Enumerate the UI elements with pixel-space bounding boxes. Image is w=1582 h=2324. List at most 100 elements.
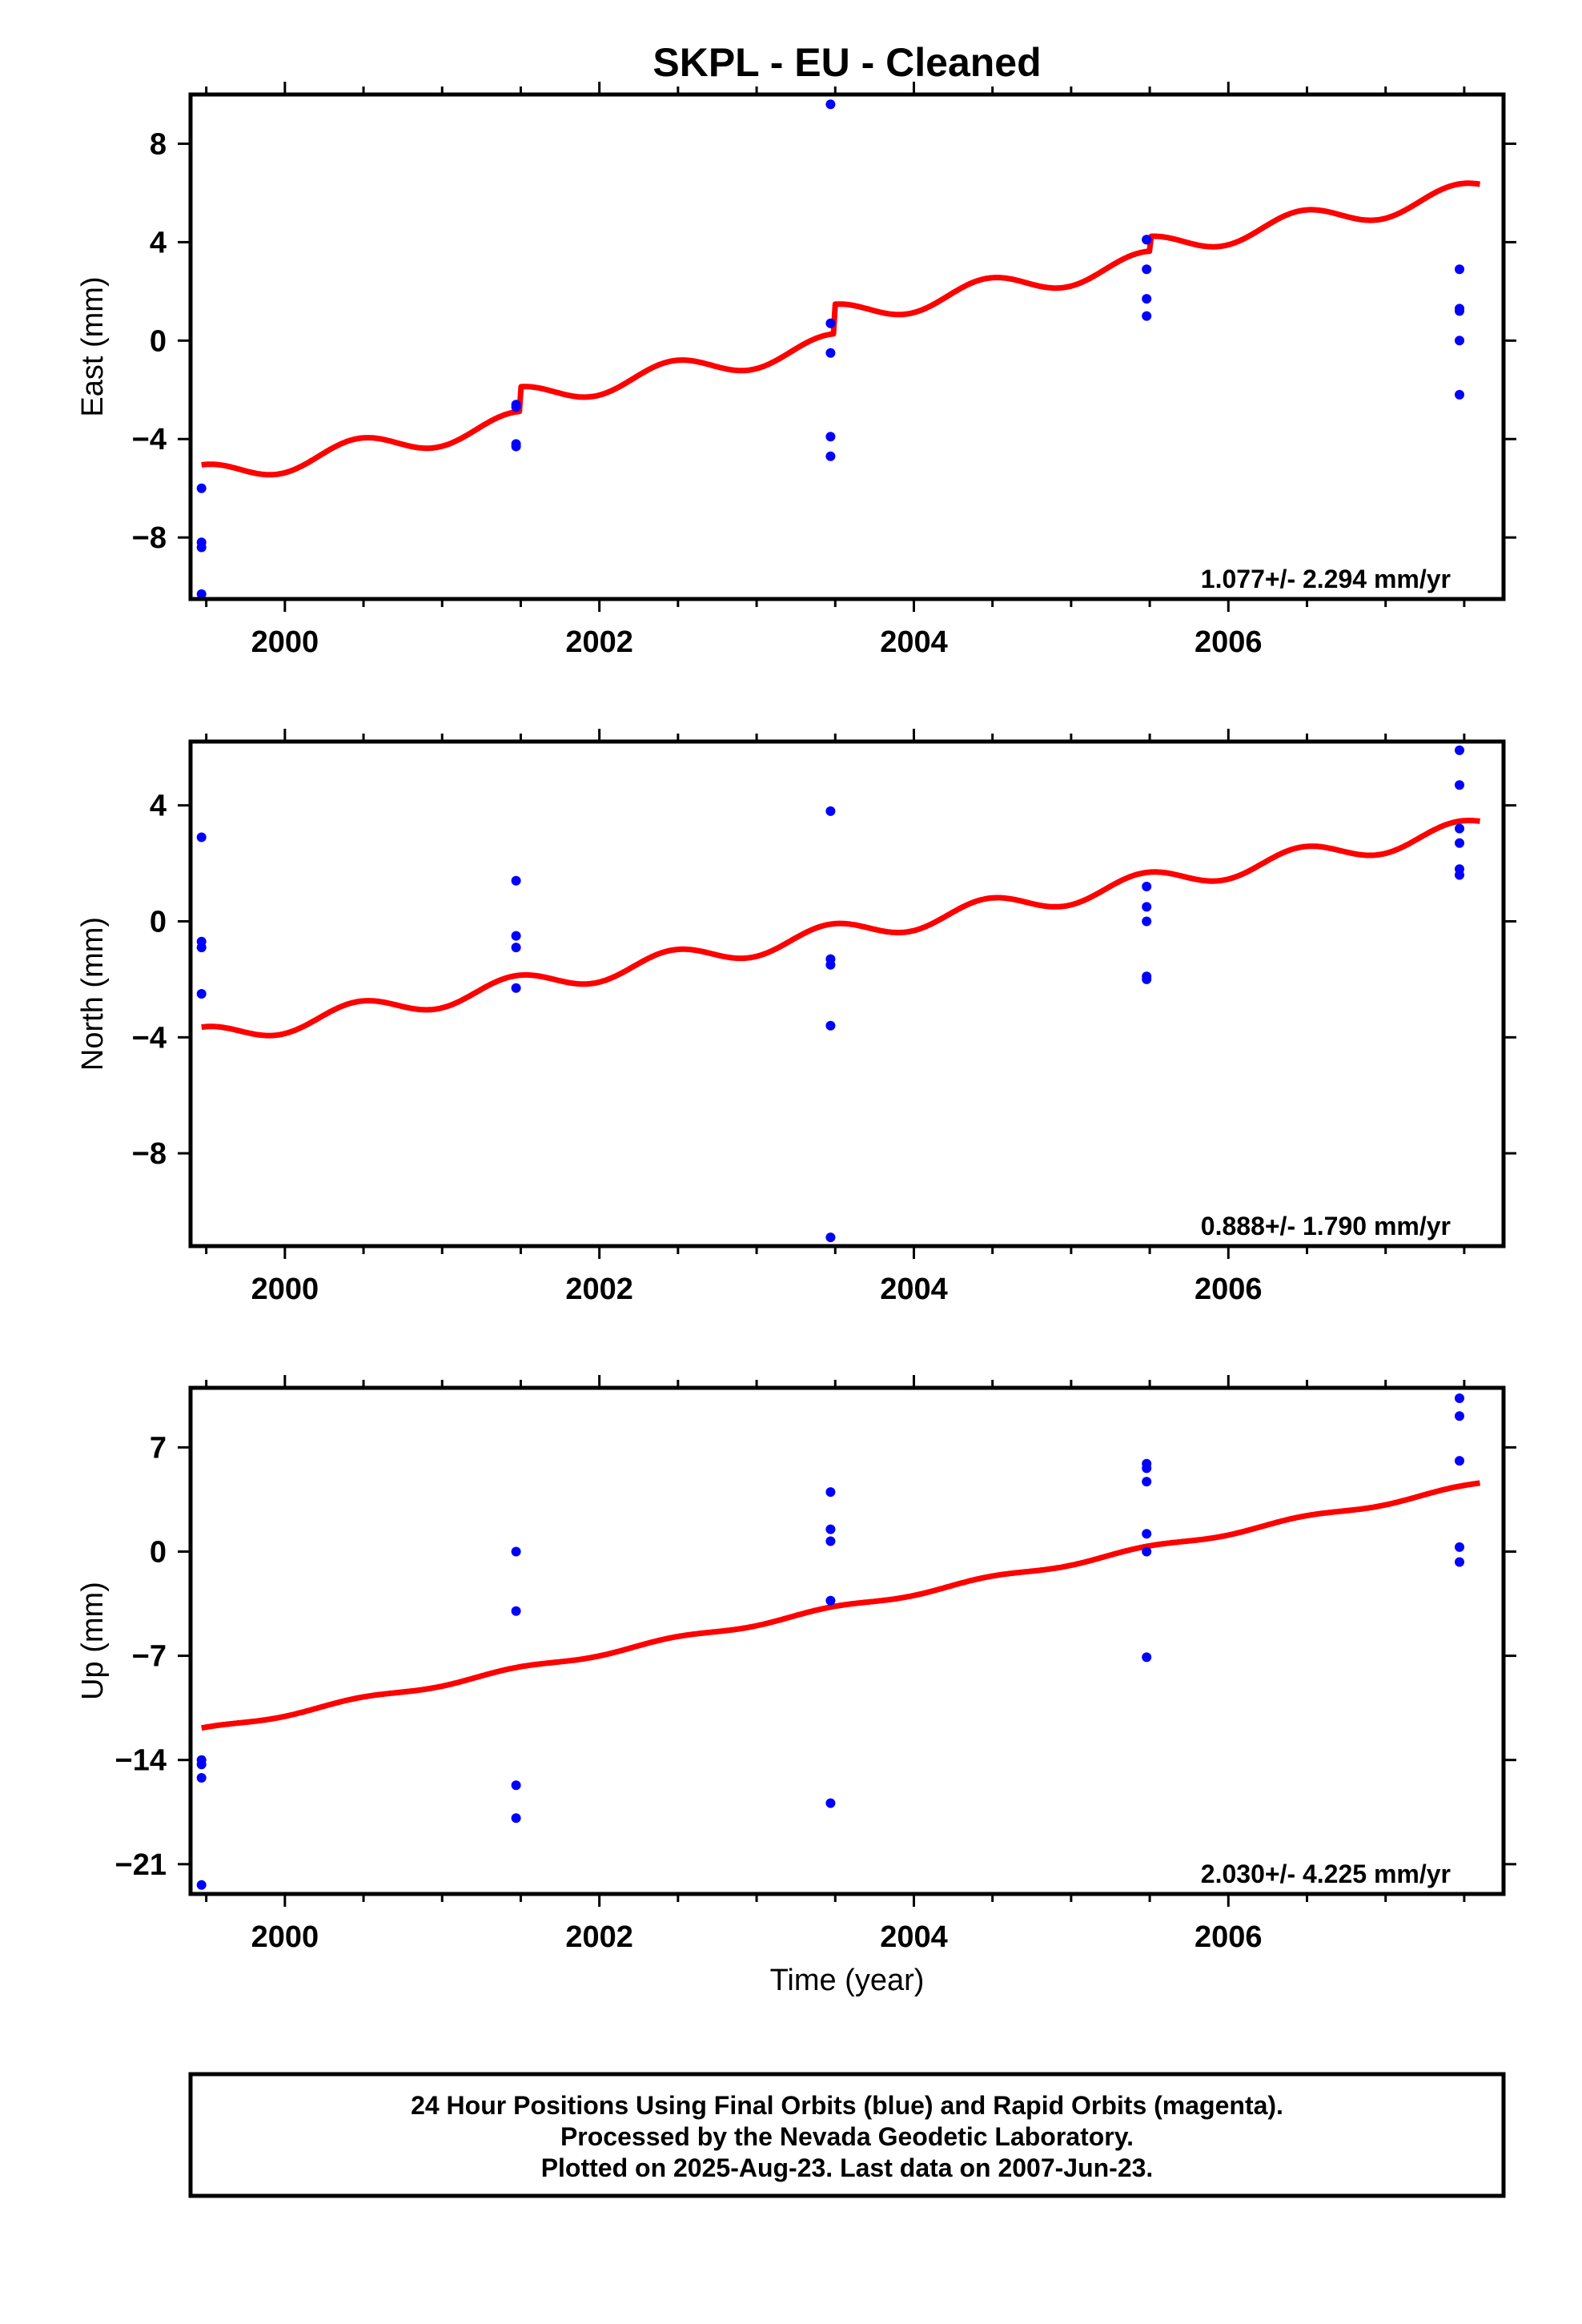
footer-line-3: Plotted on 2025-Aug-23. Last data on 200… — [541, 2153, 1154, 2182]
chart-title: SKPL - EU - Cleaned — [652, 40, 1041, 85]
data-point — [825, 1020, 836, 1031]
y-axis-label: North (mm) — [76, 917, 110, 1071]
data-point — [511, 943, 521, 953]
y-tick-label: 7 — [150, 1431, 167, 1465]
y-tick-label: −4 — [132, 423, 167, 456]
data-point — [825, 1232, 836, 1243]
data-point — [1142, 1463, 1152, 1474]
footer-box — [188, 2072, 1506, 2198]
data-point — [1455, 1456, 1464, 1466]
data-point — [511, 1780, 521, 1791]
x-axis-label: Time (year) — [770, 1964, 925, 1997]
fit-line — [200, 1480, 1481, 1731]
data-point — [511, 1546, 521, 1557]
data-point — [511, 875, 521, 886]
data-point — [825, 318, 836, 328]
x-tick-label: 2006 — [1195, 1273, 1263, 1306]
data-point — [1455, 1393, 1464, 1403]
plot-frame — [188, 1385, 1506, 1896]
y-axis-label: East (mm) — [76, 276, 110, 416]
data-point — [825, 1595, 836, 1606]
data-point — [196, 483, 207, 493]
data-point — [1142, 1652, 1152, 1663]
y-tick-label: 8 — [150, 127, 167, 161]
y-axis-label: Up (mm) — [76, 1582, 110, 1700]
y-tick-label: −14 — [115, 1744, 167, 1778]
fit-line — [200, 818, 1481, 1039]
data-point — [825, 1524, 836, 1534]
data-point — [1142, 1529, 1152, 1539]
x-tick-label: 2004 — [880, 1273, 948, 1306]
data-point — [1142, 1477, 1152, 1487]
data-point — [1142, 902, 1152, 912]
data-point — [1142, 311, 1152, 321]
data-point — [1142, 882, 1152, 891]
data-point — [1455, 336, 1464, 346]
data-point — [1455, 745, 1464, 755]
data-point — [1455, 870, 1464, 880]
data-point — [825, 1487, 836, 1498]
data-point — [1142, 264, 1152, 275]
x-tick-label: 2000 — [251, 625, 319, 659]
data-point — [825, 99, 836, 110]
x-tick-label: 2004 — [880, 1920, 948, 1954]
data-point — [511, 402, 521, 412]
x-tick-label: 2000 — [251, 1920, 319, 1954]
x-tick-label: 2002 — [565, 625, 633, 659]
data-point — [825, 348, 836, 358]
panels: 2000 2002 2004 2006 −8 −4 0 4 8 East (mm) 1.077+/-… — [76, 82, 1516, 1954]
data-point — [825, 1536, 836, 1546]
x-tick-label: 2002 — [565, 1920, 633, 1954]
x-tick-label: 2004 — [880, 625, 948, 659]
y-tick-label: −8 — [132, 521, 167, 555]
y-tick-label: −21 — [115, 1848, 167, 1882]
data-point — [1142, 294, 1152, 304]
footer-line-1: 24 Hour Positions Using Final Orbits (bl… — [411, 2091, 1283, 2120]
panel-3: 2000 2002 2004 2006 −21 −14 −7 0 7 Up (mm) 2.030+/… — [76, 1375, 1516, 1954]
data-point — [825, 451, 836, 461]
data-point — [825, 1798, 836, 1808]
data-point — [1142, 974, 1152, 984]
footer-line-2: Processed by the Nevada Geodetic Laborat… — [560, 2122, 1134, 2151]
data-point — [1455, 1411, 1464, 1421]
data-point — [1455, 823, 1464, 834]
plot-frame — [188, 92, 1506, 601]
data-point — [196, 1773, 207, 1783]
data-point — [511, 1813, 521, 1823]
panel-1: 2000 2002 2004 2006 −8 −4 0 4 8 East (mm) 1.077+/-… — [76, 82, 1516, 659]
fit-line — [200, 180, 1481, 478]
data-point — [1142, 235, 1152, 245]
data-point — [1455, 264, 1464, 275]
data-point — [1455, 1542, 1464, 1552]
rate-annotation: 0.888+/- 1.790 mm/yr — [1201, 1212, 1451, 1240]
y-tick-label: 0 — [150, 905, 167, 939]
data-point — [196, 589, 207, 599]
data-point — [511, 1606, 521, 1616]
data-point — [196, 542, 207, 553]
plot-frame — [188, 739, 1506, 1248]
data-point — [1455, 838, 1464, 848]
x-tick-label: 2000 — [251, 1273, 319, 1306]
data-point — [196, 1759, 207, 1770]
data-point — [1455, 780, 1464, 790]
y-tick-label: 0 — [150, 324, 167, 358]
data-point — [511, 931, 521, 941]
data-point — [196, 943, 207, 953]
x-tick-label: 2002 — [565, 1273, 633, 1306]
x-tick-label: 2006 — [1195, 1920, 1263, 1954]
data-point — [511, 983, 521, 993]
data-point — [1142, 1546, 1152, 1557]
y-tick-label: −8 — [132, 1137, 167, 1171]
data-point — [825, 959, 836, 970]
y-tick-label: −4 — [132, 1021, 167, 1055]
rate-annotation: 1.077+/- 2.294 mm/yr — [1201, 565, 1451, 593]
y-tick-label: −7 — [132, 1640, 167, 1674]
y-tick-label: 4 — [150, 790, 167, 823]
data-point — [825, 806, 836, 816]
data-point — [511, 441, 521, 452]
y-tick-label: 4 — [150, 226, 167, 259]
data-point — [1455, 306, 1464, 316]
data-point — [196, 989, 207, 999]
